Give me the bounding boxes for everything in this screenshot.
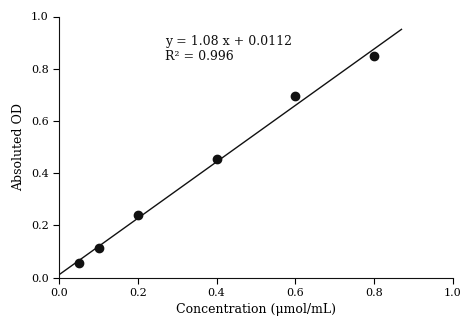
Point: [134, 212, 142, 217]
Point: [75, 261, 82, 266]
Y-axis label: Absoluted OD: Absoluted OD: [12, 103, 26, 191]
Text: y = 1.08 x + 0.0112
R² = 0.996: y = 1.08 x + 0.0112 R² = 0.996: [165, 35, 292, 63]
Point: [370, 53, 378, 58]
Point: [292, 93, 299, 99]
Point: [95, 245, 102, 250]
X-axis label: Concentration (μmol/mL): Concentration (μmol/mL): [176, 303, 336, 316]
Point: [213, 156, 220, 162]
